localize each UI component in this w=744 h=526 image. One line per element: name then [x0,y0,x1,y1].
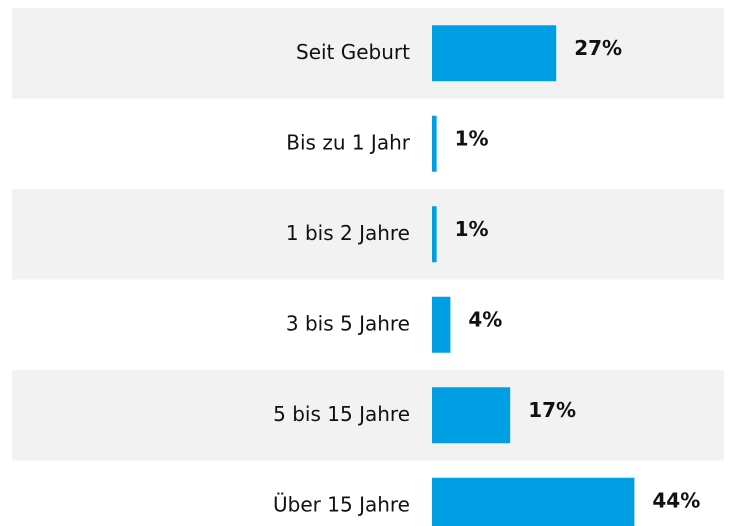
category-label: Seit Geburt [296,40,410,64]
row-background [12,370,724,461]
category-label: 1 bis 2 Jahre [286,221,410,245]
bar [432,115,437,172]
bar [432,25,557,82]
value-label: 27% [574,36,622,60]
category-label: 3 bis 5 Jahre [286,311,410,335]
row-background [12,8,724,99]
value-label: 17% [528,398,576,422]
bar [432,387,511,444]
row-background [12,189,724,280]
bar [432,477,635,526]
category-label: Über 15 Jahre [273,492,410,516]
bar [432,296,451,353]
value-label: 1% [455,217,489,241]
value-label: 1% [455,126,489,150]
value-label: 44% [652,488,700,512]
bar [432,206,437,263]
value-label: 4% [468,307,502,331]
category-label: 5 bis 15 Jahre [273,402,410,426]
category-label: Bis zu 1 Jahr [286,130,410,154]
